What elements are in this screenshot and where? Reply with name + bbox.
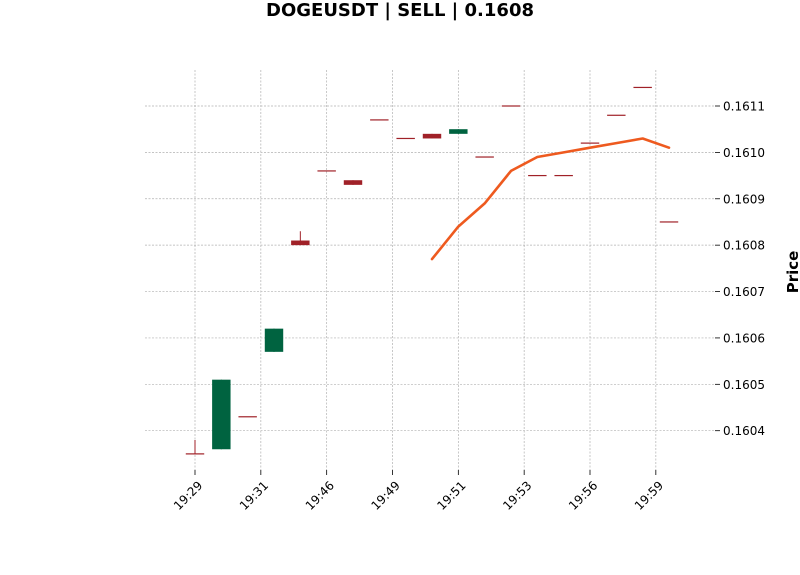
- candle-body: [422, 133, 442, 139]
- candle-body: [212, 379, 231, 450]
- candle-body: [370, 119, 389, 121]
- grid-lines: [145, 70, 715, 470]
- x-tick-label: 19:56: [566, 478, 600, 512]
- candle: [238, 416, 257, 418]
- candle-body: [396, 137, 415, 140]
- x-axis: 19:29 19:31 19:46 19:49 19:51 19:53 19:56 19:59: [171, 470, 666, 513]
- candle: [185, 439, 205, 455]
- x-tick-label: 19:53: [500, 478, 534, 512]
- y-tick-label: 0.1608: [723, 239, 765, 253]
- candle: [607, 114, 626, 116]
- candle: [659, 221, 679, 223]
- candle: [422, 133, 442, 139]
- y-tick-label: 0.1604: [723, 424, 765, 438]
- line-series: [430, 137, 671, 261]
- candle: [212, 379, 231, 450]
- candle-body: [528, 174, 547, 177]
- candle: [317, 170, 336, 172]
- candle-body: [659, 221, 679, 223]
- x-tick-label: 19:31: [237, 478, 271, 512]
- candle: [264, 328, 284, 352]
- x-tick-label: 19:29: [171, 478, 205, 512]
- candle: [475, 156, 494, 158]
- candle: [528, 174, 547, 177]
- chart-title: DOGEUSDT | SELL | 0.1608: [266, 0, 534, 21]
- line-series-path: [430, 137, 671, 261]
- candle: [343, 180, 363, 185]
- y-tick-label: 0.1609: [723, 192, 765, 206]
- candle: [501, 105, 521, 107]
- x-tick-label: 19:46: [303, 478, 337, 512]
- y-tick-label: 0.1607: [723, 285, 765, 299]
- x-tick-label: 19:59: [632, 478, 666, 512]
- candle-body: [633, 86, 652, 89]
- candle: [449, 129, 468, 134]
- candle: [291, 231, 310, 246]
- candle: [580, 142, 600, 144]
- y-axis: 0.1604 0.1605 0.1606 0.1607 0.1608 0.1609 0.16…: [715, 100, 765, 438]
- candle-body: [580, 142, 600, 144]
- x-tick-label: 19:49: [369, 478, 403, 512]
- y-tick-label: 0.1605: [723, 378, 765, 392]
- candle-body: [185, 453, 205, 455]
- y-tick-label: 0.1606: [723, 331, 765, 345]
- x-tick-label: 19:51: [434, 478, 468, 512]
- y-axis-label: Price: [784, 251, 800, 294]
- candle-body: [238, 416, 257, 418]
- candle-body: [475, 156, 494, 158]
- y-tick-label: 0.1610: [723, 146, 765, 160]
- candle: [554, 174, 573, 177]
- candle-body: [554, 174, 573, 177]
- candles: [185, 86, 679, 455]
- candle-body: [317, 170, 336, 172]
- candle-body: [449, 129, 468, 134]
- candle-body: [501, 105, 521, 107]
- candle-body: [291, 240, 310, 246]
- candle: [633, 86, 652, 89]
- candle-body: [264, 328, 284, 352]
- candle: [370, 119, 389, 121]
- candle-body: [607, 114, 626, 116]
- candle-body: [343, 180, 363, 185]
- y-tick-label: 0.1611: [723, 100, 765, 114]
- candle: [396, 137, 415, 140]
